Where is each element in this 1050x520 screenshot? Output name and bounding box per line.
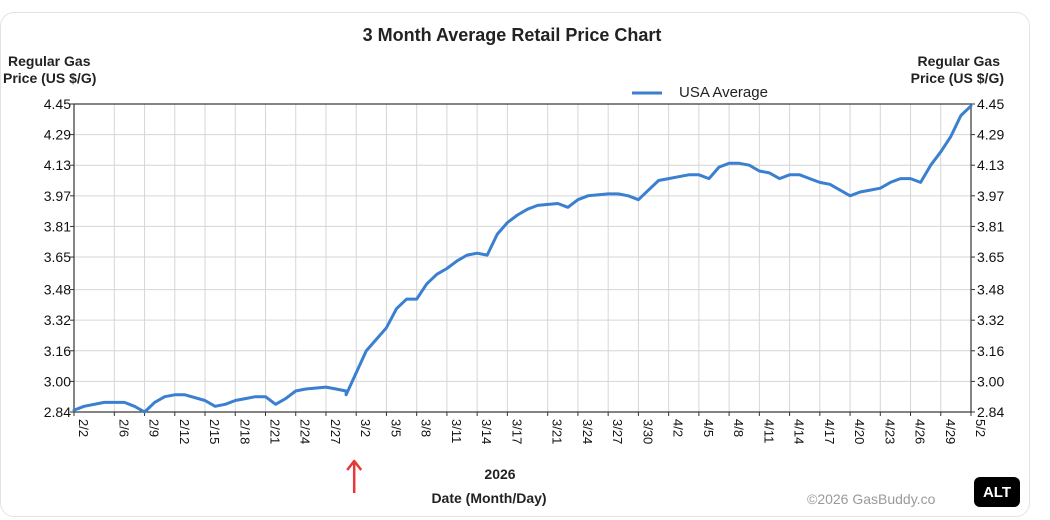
x-tick-label: 3/5: [388, 419, 403, 437]
y-tick-label-left: 3.81: [44, 218, 71, 234]
x-tick-label: 5/2: [973, 419, 988, 437]
y-tick-label-left: 4.13: [44, 157, 71, 173]
y-tick-label-right: 2.84: [977, 404, 1004, 420]
y-tick-label-right: 4.45: [977, 96, 1004, 112]
x-axis-year-label: 2026: [484, 466, 515, 482]
x-tick-label: 4/26: [913, 419, 928, 444]
y-ticks-left: 4.45 4.29 4.13 3.97 3.81 3.65 3.48 3.32 3.16 3.00…: [44, 96, 74, 420]
y-tick-label-left: 3.00: [44, 373, 71, 389]
y-tick-label-left: 3.65: [44, 249, 71, 265]
x-tick-label: 4/17: [822, 419, 837, 444]
y-tick-label-right: 3.81: [977, 218, 1004, 234]
y-tick-label-left: 3.32: [44, 312, 71, 328]
y-tick-label-right: 3.48: [977, 282, 1004, 298]
x-tick-label: 3/11: [449, 419, 464, 443]
y-tick-label-left: 4.45: [44, 96, 71, 112]
y-tick-label-left: 4.29: [44, 127, 71, 143]
x-tick-label: 2/24: [298, 419, 313, 444]
y-tick-label-right: 3.65: [977, 249, 1004, 265]
alt-text-button[interactable]: ALT: [974, 477, 1020, 507]
y-tick-label-right: 4.29: [977, 127, 1004, 143]
x-tick-label: 4/5: [701, 419, 716, 437]
x-tick-label: 4/11: [761, 419, 776, 443]
y-tick-label-left: 3.48: [44, 282, 71, 298]
legend-label-usa-average: USA Average: [679, 84, 768, 101]
credit-text: ©2026 GasBuddy.co: [807, 491, 936, 507]
y-tick-label-right: 3.16: [977, 343, 1004, 359]
x-tick-label: 2/27: [328, 419, 343, 444]
x-axis-label: Date (Month/Day): [431, 490, 546, 506]
y-tick-label-right: 3.00: [977, 373, 1004, 389]
x-tick-label: 3/8: [419, 419, 434, 437]
y-ticks-right: 4.45 4.29 4.13 3.97 3.81 3.65 3.48 3.32 3.16 3.00…: [971, 96, 1004, 420]
y-axis-label-left-line1: Regular Gas: [8, 53, 91, 69]
x-tick-label: 4/14: [792, 419, 807, 444]
x-tick-label: 3/2: [358, 419, 373, 437]
x-ticks: 2/2 2/6 2/9 2/12 2/15 2/18 2/21 2/24 2/27 3/2 3/5 3…: [73, 412, 988, 444]
x-tick-label: 4/8: [731, 419, 746, 437]
arrow-head: [346, 459, 363, 471]
x-tick-label: 3/14: [479, 419, 494, 444]
grid: [74, 103, 971, 413]
x-tick-label: 4/29: [943, 419, 958, 444]
x-tick-label: 2/6: [116, 419, 131, 437]
x-tick-label: 3/24: [580, 419, 595, 444]
series-line-usa-average: [72, 104, 973, 414]
x-tick-label: 2/21: [267, 419, 282, 444]
y-axis-label-right-line2: Price (US $/G): [911, 70, 1004, 86]
y-axis-label-left-line2: Price (US $/G): [3, 70, 96, 86]
y-tick-label-right: 3.97: [977, 188, 1004, 204]
x-tick-label: 4/23: [882, 419, 897, 444]
x-tick-label: 3/21: [550, 419, 565, 444]
x-tick-label: 3/30: [640, 419, 655, 444]
x-tick-label: 2/9: [147, 419, 162, 437]
y-axis-label-right-line1: Regular Gas: [918, 53, 1001, 69]
x-tick-label: 3/17: [509, 419, 524, 444]
chart-title: 3 Month Average Retail Price Chart: [363, 25, 662, 45]
y-tick-label-left: 3.97: [44, 188, 71, 204]
y-tick-label-left: 2.84: [44, 404, 71, 420]
up-arrow-icon: [346, 459, 363, 493]
x-tick-label: 2/18: [237, 419, 252, 444]
x-tick-label: 2/12: [177, 419, 192, 444]
chart-card: [0, 12, 1030, 517]
x-tick-label: 4/2: [671, 419, 686, 437]
y-tick-label-left: 3.16: [44, 343, 71, 359]
plot-frame: [73, 103, 972, 413]
y-tick-label-right: 3.32: [977, 312, 1004, 328]
x-tick-label: 3/27: [610, 419, 625, 444]
x-tick-label: 2/15: [207, 419, 222, 444]
x-tick-label: 2/2: [76, 419, 91, 437]
y-tick-label-right: 4.13: [977, 157, 1004, 173]
x-tick-label: 4/20: [852, 419, 867, 444]
